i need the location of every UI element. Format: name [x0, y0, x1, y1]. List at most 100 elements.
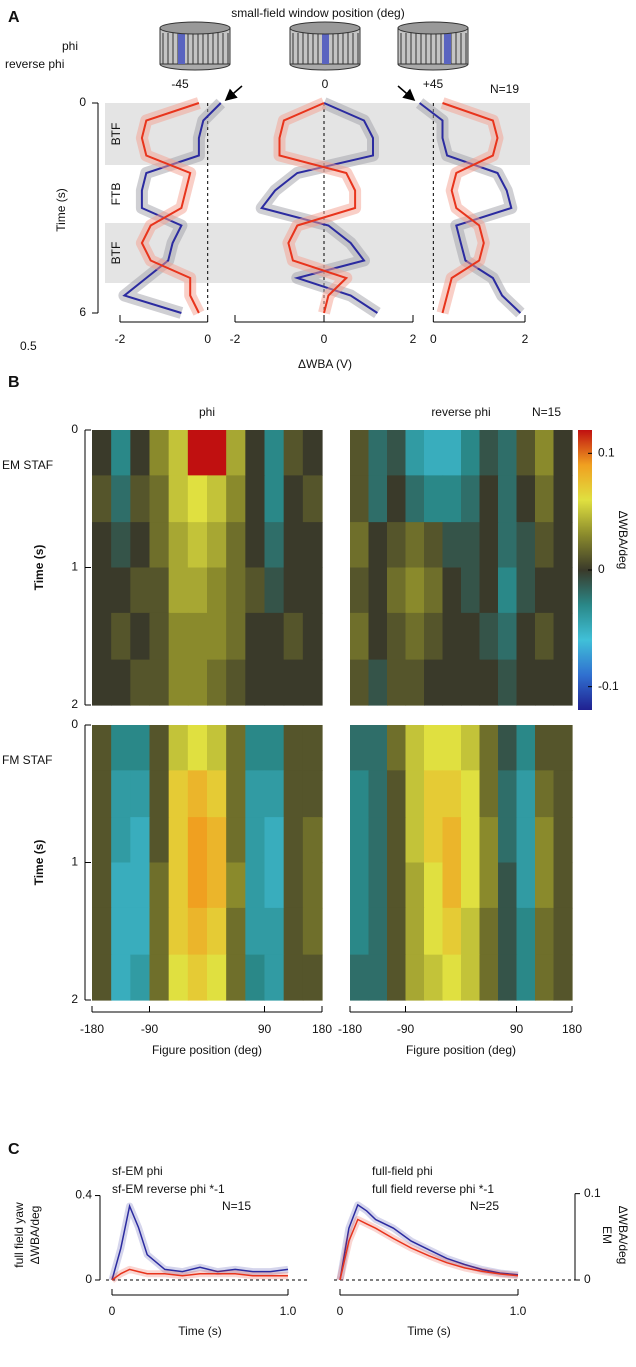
heatmap-cell [498, 475, 518, 523]
heatmap-cell [424, 907, 444, 956]
heatmap-cell [207, 475, 227, 523]
heatmap-cell [405, 862, 425, 909]
heatmap-cell [350, 862, 370, 909]
heatmap-cell [442, 862, 462, 909]
heatmap-cell [264, 612, 285, 661]
n-label: N=25 [470, 1199, 499, 1213]
heatmap-cell [283, 522, 304, 569]
y-tick-label: 6 [79, 305, 86, 319]
heatmap-cell [187, 567, 208, 614]
heatmap-cell [168, 430, 189, 476]
heatmap-cell [498, 954, 518, 1001]
heatmap-cell [187, 770, 208, 818]
heatmap-cell [168, 725, 189, 771]
heatmap-cell [168, 567, 189, 614]
heatmap-cell [245, 817, 266, 864]
heatmap-cell [461, 725, 481, 771]
cylinder-top [159, 21, 231, 35]
x-tick-label: -180 [80, 1022, 104, 1036]
x-tick-label: 0 [109, 1304, 116, 1318]
heatmap-cell [302, 430, 323, 476]
heatmap-cell [168, 770, 189, 818]
heatmap-cell [461, 567, 481, 614]
heatmap-cell [368, 907, 388, 956]
heatmap-cell [168, 954, 189, 1001]
phase-label: BTF [109, 123, 123, 146]
panel-label: C [8, 1141, 20, 1158]
heatmap-cell [479, 475, 499, 523]
heatmap-cell [516, 430, 536, 476]
heatmap-cell [149, 567, 170, 614]
heatmap-cell [245, 475, 266, 523]
extra-label: 0.5 [20, 339, 37, 353]
heatmap-cell [479, 817, 499, 864]
colorbar-tick-label: 0 [598, 562, 605, 576]
heatmap-cell [168, 817, 189, 864]
heatmap-cell [516, 475, 536, 523]
x-tick-label: 0 [337, 1304, 344, 1318]
y-tick-label: 0 [79, 95, 86, 109]
heatmap-cell [479, 725, 499, 771]
heatmap-cell [226, 770, 246, 818]
x-tick-label: 0 [204, 332, 211, 346]
heatmap-cell [424, 430, 444, 476]
heatmap-cell [283, 725, 304, 771]
heatmap-cell [442, 954, 462, 1001]
window [322, 32, 329, 64]
heatmap-cell [350, 430, 370, 476]
heatmap-cell [245, 659, 266, 706]
heatmap-cell [461, 862, 481, 909]
heatmap-cell [387, 725, 407, 771]
y-tick-label: 0.4 [75, 1188, 92, 1202]
heatmap-cell [207, 430, 227, 476]
x-tick-label: 2 [410, 332, 417, 346]
heatmap-cell [283, 612, 304, 661]
heatmap-cell [226, 725, 246, 771]
heatmap-cell [405, 475, 425, 523]
column-title: phi [199, 405, 215, 419]
heatmap-cell [92, 817, 112, 864]
heatmap-cell [405, 567, 425, 614]
heatmap-cell [498, 907, 518, 956]
heatmap-cell [283, 430, 304, 476]
window-label: 0 [322, 77, 329, 91]
colorbar-tick-label: 0.1 [598, 446, 615, 460]
heatmap-cell [130, 612, 151, 661]
series-line [418, 102, 522, 314]
heatmap-cell [264, 817, 285, 864]
heatmap-cell [168, 612, 189, 661]
heatmap-cell [553, 475, 573, 523]
panel-label: B [8, 374, 20, 391]
x-tick-label: 90 [510, 1022, 524, 1036]
heatmap-cell [442, 659, 462, 706]
heatmap-cell [368, 725, 388, 771]
heatmap-cell [350, 522, 370, 569]
x-tick-label: 180 [562, 1022, 582, 1036]
heatmap-cell [226, 907, 246, 956]
heatmap-cell [405, 430, 425, 476]
heatmap-cell [479, 862, 499, 909]
heatmap-cell [187, 475, 208, 523]
heatmap-cell [149, 475, 170, 523]
heatmap-cell [130, 725, 151, 771]
heatmap-cell [226, 954, 246, 1001]
heatmap-cell [368, 770, 388, 818]
heatmap-cell [424, 770, 444, 818]
legend-entry: full field reverse phi *-1 [372, 1182, 494, 1196]
heatmap-cell [207, 725, 227, 771]
heatmap-cell [187, 430, 208, 476]
heatmap-cell [226, 430, 246, 476]
series-line [140, 102, 200, 314]
heatmap-cell [111, 612, 131, 661]
heatmap-cell [92, 430, 112, 476]
heatmap-cell [111, 817, 131, 864]
heatmap-cell [168, 475, 189, 523]
heatmap-cell [207, 659, 227, 706]
heatmap-cell [516, 907, 536, 956]
heatmap-cell [553, 430, 573, 476]
y-tick-label: 1 [71, 560, 78, 574]
heatmap-cell [387, 817, 407, 864]
heatmap-cell [168, 907, 189, 956]
heatmap-cell [302, 817, 323, 864]
